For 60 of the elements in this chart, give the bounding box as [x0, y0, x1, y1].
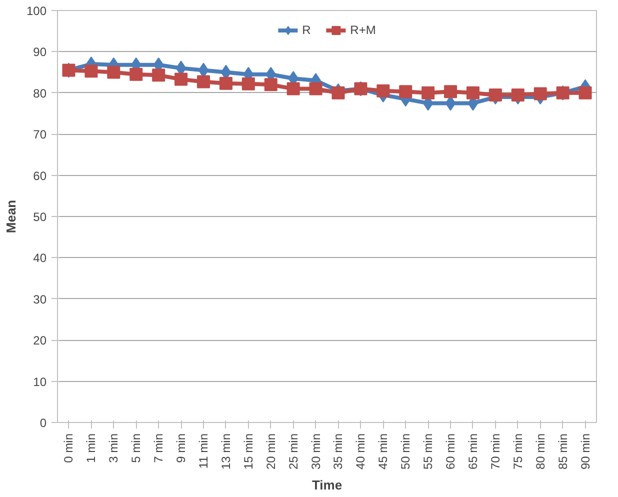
x-tick-label: 11 min: [196, 433, 210, 469]
point: [84, 64, 98, 78]
y-tick-label: 50: [33, 210, 47, 224]
point: [578, 86, 592, 100]
legend-label: R+M: [350, 23, 376, 37]
x-tick-label: 65 min: [466, 433, 480, 470]
point: [107, 66, 120, 79]
y-tick-label: 90: [33, 45, 47, 60]
x-tick-label: 25 min: [286, 433, 300, 470]
x-axis-title: Time: [312, 478, 342, 493]
x-tick-label: 7 min: [152, 434, 166, 463]
point: [286, 82, 300, 96]
x-tick-label: 50 min: [398, 433, 413, 470]
x-tick-label: 40 min: [354, 433, 368, 470]
point: [466, 86, 480, 100]
y-tick-label: 80: [33, 86, 47, 100]
x-tick-label: 80 min: [533, 433, 548, 470]
point: [174, 72, 188, 86]
x-tick-label: 0 min: [62, 434, 76, 463]
y-tick-label: 60: [33, 168, 47, 183]
point: [152, 68, 166, 82]
x-tick-label: 1 min: [84, 434, 98, 463]
x-tick-label: 90 min: [578, 433, 592, 470]
x-tick-label: 60 min: [444, 433, 458, 470]
point: [332, 86, 345, 100]
point: [376, 84, 390, 98]
x-tick-label: 45 min: [376, 433, 390, 470]
legend-label: R: [302, 23, 312, 37]
point: [444, 85, 458, 98]
point: [196, 75, 210, 88]
x-tick-label: 30 min: [308, 433, 323, 470]
x-tick-label: 13 min: [218, 433, 233, 470]
point: [130, 68, 143, 81]
x-tick-label: 35 min: [331, 433, 346, 470]
point: [534, 87, 547, 100]
y-axis-title: Mean: [3, 200, 18, 234]
x-tick-label: 70 min: [488, 433, 502, 470]
x-tick-label: 9 min: [174, 434, 188, 463]
y-tick-label: 30: [33, 292, 47, 306]
point: [399, 85, 412, 98]
y-tick-label: 20: [33, 334, 47, 348]
point: [422, 86, 435, 100]
y-tick-label: 70: [33, 128, 47, 142]
y-tick-label: 40: [33, 251, 47, 266]
x-tick-label: 85 min: [556, 433, 570, 470]
y-tick-label: 10: [33, 374, 47, 389]
y-tick-label: 100: [26, 4, 47, 18]
y-tick-label: 0: [40, 416, 47, 430]
point: [242, 77, 255, 90]
point: [219, 76, 232, 90]
x-tick-label: 75 min: [510, 433, 525, 470]
x-tick-label: 5 min: [129, 434, 144, 463]
point: [309, 82, 322, 96]
point: [511, 88, 524, 102]
x-tick-label: 15 min: [241, 433, 256, 470]
x-tick-label: 20 min: [264, 433, 278, 470]
point: [488, 88, 502, 102]
x-tick-label: 55 min: [421, 433, 436, 470]
x-tick-label: 3 min: [106, 434, 121, 463]
point: [264, 78, 278, 92]
